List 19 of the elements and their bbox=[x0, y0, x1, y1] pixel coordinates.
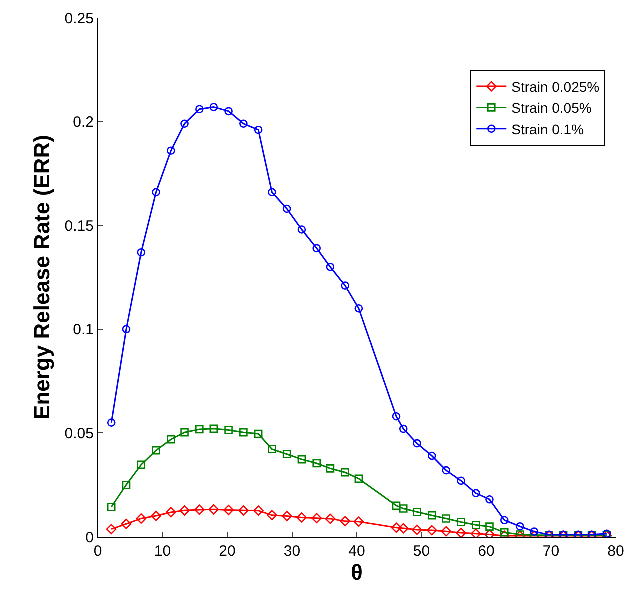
x-tick-label: 10 bbox=[154, 543, 172, 560]
legend-label: Strain 0.05% bbox=[512, 100, 592, 116]
x-tick-label: 80 bbox=[608, 543, 624, 560]
y-axis-title: Energy Release Rate (ERR) bbox=[30, 135, 55, 420]
y-tick-label: 0.1 bbox=[73, 322, 94, 339]
y-tick-label: 0 bbox=[86, 529, 94, 546]
legend-label: Strain 0.1% bbox=[512, 121, 584, 138]
legend-label: Strain 0.025% bbox=[512, 78, 600, 95]
x-tick-label: 50 bbox=[413, 543, 430, 560]
x-tick-label: 40 bbox=[348, 543, 366, 560]
y-tick-label: 0.05 bbox=[64, 425, 94, 442]
x-axis-title: θ bbox=[351, 560, 363, 585]
x-tick-label: 70 bbox=[542, 543, 560, 560]
y-tick-label: 0.2 bbox=[73, 114, 94, 132]
x-tick-label: 60 bbox=[478, 543, 495, 560]
y-tick-label: 0.15 bbox=[64, 218, 94, 235]
x-tick-label: 30 bbox=[284, 543, 301, 560]
x-tick-label: 20 bbox=[219, 543, 236, 560]
y-tick-label: 0.25 bbox=[64, 10, 94, 28]
